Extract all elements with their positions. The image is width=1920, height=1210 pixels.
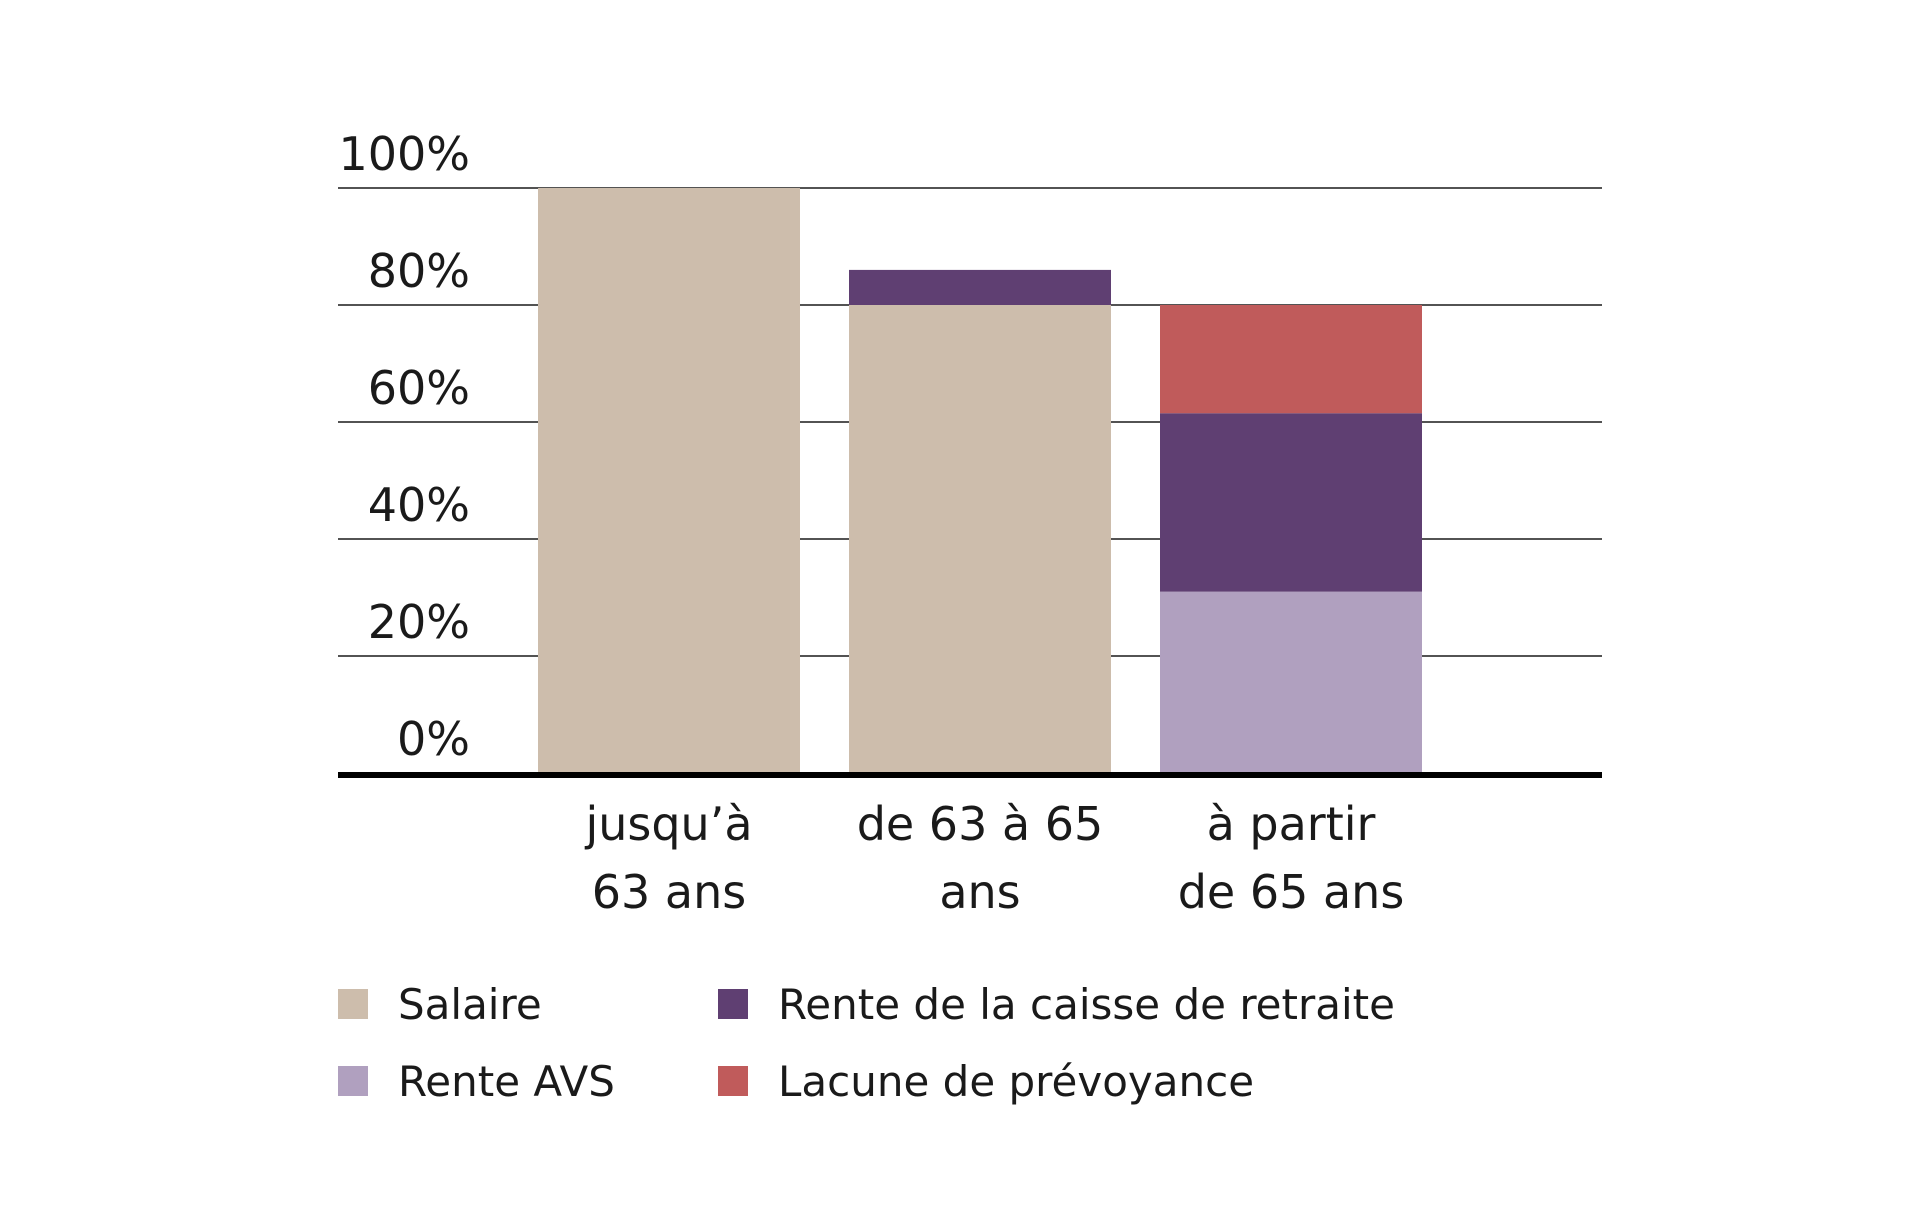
y-tick-label: 100%: [338, 127, 470, 181]
legend-label: Rente de la caisse de retraite: [778, 980, 1395, 1029]
category-label-3: à partir de 65 ans: [1178, 797, 1405, 919]
y-tick-label: 60%: [368, 361, 470, 415]
bar-rente-de-la-caisse-de-retraite-3: [1160, 413, 1422, 592]
legend-item-lacune-de-prevoyance: Lacune de prévoyance: [718, 1057, 1254, 1106]
legend-swatch: [718, 989, 748, 1019]
y-tick-label: 80%: [368, 244, 470, 298]
bar-lacune-de-prevoyance-3: [1160, 305, 1422, 414]
legend-item-salaire: Salaire: [338, 980, 542, 1029]
legend-item-rente-de-la-caisse-de-retraite: Rente de la caisse de retraite: [718, 980, 1395, 1029]
legend-label: Rente AVS: [398, 1057, 615, 1106]
bars: [538, 188, 1422, 773]
legend-swatch: [338, 989, 368, 1019]
legend-swatch: [718, 1066, 748, 1096]
y-tick-label: 0%: [397, 712, 470, 766]
category-label-2: de 63 à 65 ans: [857, 797, 1104, 919]
legend-item-rente-avs: Rente AVS: [338, 1057, 615, 1106]
legend-label: Lacune de prévoyance: [778, 1057, 1254, 1106]
bar-rente-de-la-caisse-de-retraite-2: [849, 269, 1111, 305]
category-label-1: jusqu’à 63 ans: [584, 797, 752, 919]
legend: Salaire Rente de la caisse de retraite Ren…: [338, 980, 1395, 1106]
bar-salaire-1: [538, 188, 800, 773]
legend-swatch: [338, 1066, 368, 1096]
y-tick-label: 20%: [368, 595, 470, 649]
legend-label: Salaire: [398, 980, 542, 1029]
y-tick-labels: 0% 20% 40% 60% 80% 100%: [338, 127, 470, 766]
category-labels: jusqu’à 63 ans de 63 à 65 ans à partir de 65 …: [584, 797, 1404, 919]
y-tick-label: 40%: [368, 478, 470, 532]
bar-salaire-2: [849, 305, 1111, 773]
bar-rente-avs-3: [1160, 591, 1422, 773]
